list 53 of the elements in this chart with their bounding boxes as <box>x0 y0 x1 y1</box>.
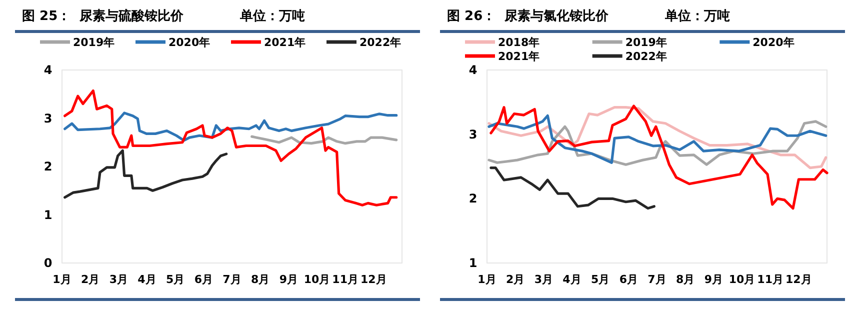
line-series <box>64 149 228 199</box>
x-tick-label: 9月 <box>704 273 723 286</box>
line-series <box>250 135 398 145</box>
x-tick-label: 1月 <box>478 273 496 286</box>
legend-label: 2021年 <box>498 50 540 63</box>
x-tick-label: 2月 <box>81 273 100 286</box>
x-tick-label: 6月 <box>194 273 213 286</box>
line-series <box>64 112 398 142</box>
x-tick-label: 5月 <box>166 273 185 286</box>
x-tick-label: 3月 <box>109 273 128 286</box>
y-tick-label: 3 <box>44 111 52 126</box>
y-tick-label: 1 <box>468 256 478 270</box>
line-series <box>490 166 656 210</box>
x-tick-label: 12月 <box>786 273 812 286</box>
x-tick-label: 7月 <box>648 273 666 286</box>
x-tick-label: 11月 <box>757 273 784 286</box>
legend-label: 2020年 <box>752 36 794 49</box>
legend-label: 2018年 <box>498 36 540 49</box>
x-tick-label: 11月 <box>332 273 358 286</box>
chart-subtitle: 单位：万吨 <box>664 8 730 24</box>
x-tick-label: 8月 <box>676 273 695 286</box>
x-tick-label: 1月 <box>52 273 72 286</box>
x-tick-label: 10月 <box>728 273 756 286</box>
legend-label: 2021年 <box>264 36 306 49</box>
x-tick-label: 7月 <box>222 273 242 286</box>
x-tick-label: 5月 <box>591 273 610 286</box>
chart-title: 图 25： 尿素与硫酸铵比价 <box>22 8 185 24</box>
chart-title: 图 26： 尿素与氯化铵比价 <box>447 8 610 24</box>
y-tick-label: 2 <box>468 192 478 206</box>
x-tick-label: 12月 <box>360 273 387 286</box>
y-tick-label: 1 <box>44 208 52 222</box>
line-series <box>490 104 828 210</box>
line-series <box>64 89 398 206</box>
y-tick-label: 0 <box>44 256 52 270</box>
y-tick-label: 3 <box>468 127 478 142</box>
y-tick-label: 2 <box>44 160 52 174</box>
legend-label: 2022年 <box>360 36 402 49</box>
x-tick-label: 4月 <box>562 273 582 286</box>
legend-label: 2022年 <box>625 50 667 63</box>
x-tick-label: 9月 <box>279 273 298 286</box>
x-tick-label: 4月 <box>138 273 156 286</box>
x-tick-label: 10月 <box>304 273 330 286</box>
y-tick-label: 4 <box>44 63 52 77</box>
x-tick-label: 2月 <box>506 273 525 286</box>
chart-subtitle: 单位：万吨 <box>239 8 305 24</box>
legend-label: 2019年 <box>625 36 667 49</box>
x-tick-label: 6月 <box>619 273 638 286</box>
x-tick-label: 3月 <box>534 273 553 286</box>
legend-label: 2020年 <box>168 36 210 49</box>
legend-label: 2019年 <box>73 36 115 49</box>
y-tick-label: 4 <box>468 63 478 77</box>
line-series <box>488 114 828 164</box>
x-tick-label: 8月 <box>251 273 270 286</box>
